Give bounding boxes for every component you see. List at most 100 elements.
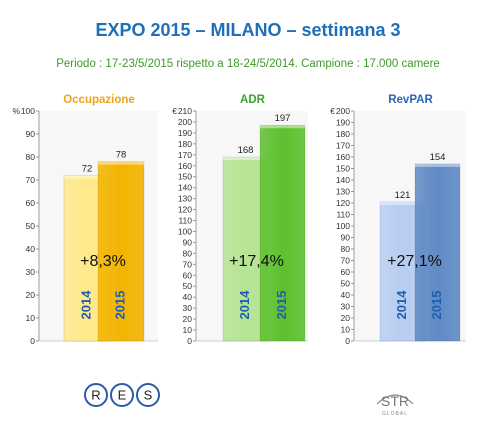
- res-logo: R E S: [84, 383, 160, 407]
- bar-category-label: 2015: [429, 291, 444, 320]
- y-tick: 160: [178, 161, 196, 171]
- y-tick-label: 50: [26, 221, 36, 231]
- y-tick: 180: [336, 129, 354, 139]
- y-tick: 40: [26, 244, 39, 254]
- bar-category-label: 2014: [78, 290, 93, 320]
- y-tick: 50: [341, 279, 354, 289]
- y-tick-label: 90: [183, 237, 193, 247]
- chart-adr: 0102030405060708090100110120130140150160…: [172, 94, 308, 346]
- bar-value-label: 197: [275, 113, 291, 124]
- y-tick-label: 10: [183, 325, 193, 335]
- bar-category-label: 2015: [112, 291, 127, 320]
- y-tick-label: 190: [336, 118, 350, 128]
- res-logo-letter-r: R: [91, 388, 100, 403]
- y-tick-label: 150: [336, 164, 350, 174]
- y-tick: 60: [341, 267, 354, 277]
- y-tick-label: 60: [183, 270, 193, 280]
- y-tick: 100%: [12, 106, 39, 116]
- y-tick: 170: [336, 141, 354, 151]
- y-tick: 20: [341, 313, 354, 323]
- y-tick: 100: [178, 226, 196, 236]
- y-tick: 80: [341, 244, 354, 254]
- y-tick: 20: [183, 314, 196, 324]
- chart-title: ADR: [240, 94, 266, 106]
- y-tick-label: 50: [341, 279, 351, 289]
- y-tick: 30: [183, 303, 196, 313]
- y-tick: 200: [178, 117, 196, 127]
- y-tick: 140: [178, 183, 196, 193]
- y-tick: 120: [178, 205, 196, 215]
- y-tick: 160: [336, 152, 354, 162]
- res-logo-letter-e: E: [118, 388, 127, 403]
- y-tick: 70: [26, 175, 39, 185]
- bar-2015: [414, 163, 461, 342]
- y-tick: 180: [178, 139, 196, 149]
- y-tick-label: 150: [178, 172, 192, 182]
- y-tick: 190: [178, 128, 196, 138]
- y-unit-label: €: [330, 106, 335, 116]
- y-tick: 20: [26, 290, 39, 300]
- y-tick-label: 80: [183, 248, 193, 258]
- y-tick: 190: [336, 118, 354, 128]
- y-tick: 200€: [330, 106, 354, 116]
- y-tick-label: 70: [26, 175, 36, 185]
- y-tick-label: 10: [341, 325, 351, 335]
- y-tick-label: 140: [178, 183, 192, 193]
- y-tick-label: 10: [26, 313, 36, 323]
- y-tick-label: 130: [336, 187, 350, 197]
- y-tick-label: 100: [336, 221, 350, 231]
- y-tick-label: 110: [336, 210, 350, 220]
- y-tick: 50: [26, 221, 39, 231]
- y-tick: 50: [183, 281, 196, 291]
- res-logo-letter-s: S: [144, 388, 153, 403]
- bar-value-label: 121: [395, 190, 411, 201]
- y-tick: 90: [341, 233, 354, 243]
- y-tick-label: 130: [178, 194, 192, 204]
- y-tick-label: 70: [183, 259, 193, 269]
- y-tick: 60: [26, 198, 39, 208]
- y-tick: 90: [183, 237, 196, 247]
- change-label: +27,1%: [387, 253, 442, 270]
- y-tick-label: 50: [183, 281, 193, 291]
- y-tick: 100: [336, 221, 354, 231]
- bar-value-label: 78: [116, 150, 127, 161]
- bar-value-label: 72: [82, 163, 93, 174]
- y-tick-label: 110: [178, 216, 192, 226]
- chart-occupazione: 0 10 20 30 40 50 60 70 80 90 100% Occupazione 72 2014…: [12, 94, 158, 346]
- y-tick: 0: [30, 336, 39, 346]
- bar-highlight: [223, 157, 268, 160]
- bar-category-label: 2014: [394, 290, 409, 320]
- y-tick: 210€: [172, 106, 196, 116]
- y-tick: 40: [341, 290, 354, 300]
- y-tick-label: 20: [341, 313, 351, 323]
- y-tick: 70: [183, 259, 196, 269]
- y-tick: 10: [26, 313, 39, 323]
- y-tick-label: 200: [336, 106, 350, 116]
- y-tick-label: 30: [341, 302, 351, 312]
- y-tick: 130: [178, 194, 196, 204]
- y-tick-label: 60: [341, 267, 351, 277]
- y-tick-label: 40: [341, 290, 351, 300]
- str-logo: STR GLOBAL: [376, 393, 414, 417]
- y-tick-label: 90: [26, 129, 36, 139]
- bar-2015: [97, 161, 145, 342]
- y-tick: 0: [345, 336, 354, 346]
- y-tick-label: 120: [178, 205, 192, 215]
- y-tick: 80: [183, 248, 196, 258]
- y-tick: 110: [178, 216, 196, 226]
- bar-value-label: 168: [238, 145, 254, 156]
- y-unit-label: %: [12, 106, 20, 116]
- y-tick-label: 140: [336, 175, 350, 185]
- y-tick: 70: [341, 256, 354, 266]
- bar-highlight: [260, 125, 305, 129]
- y-tick: 90: [26, 129, 39, 139]
- bar-2015: [259, 124, 306, 342]
- y-tick: 10: [341, 325, 354, 335]
- bar-highlight: [64, 175, 110, 179]
- y-tick: 60: [183, 270, 196, 280]
- y-tick: 110: [336, 210, 354, 220]
- bar-category-label: 2014: [237, 290, 252, 320]
- bar-highlight: [380, 201, 425, 205]
- y-tick: 140: [336, 175, 354, 185]
